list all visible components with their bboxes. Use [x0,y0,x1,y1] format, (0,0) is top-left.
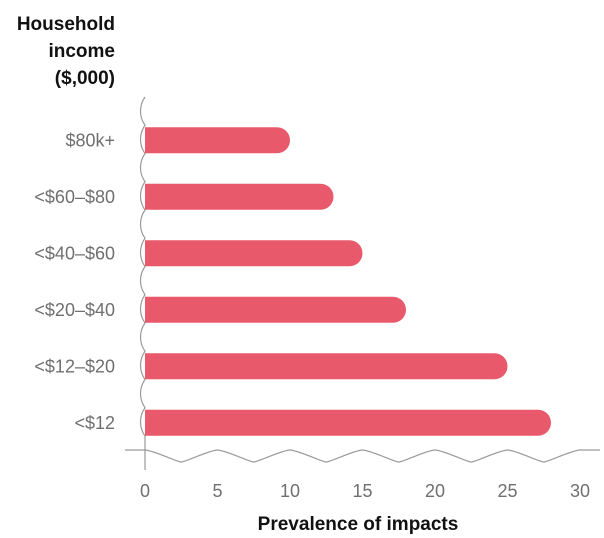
y-axis-title-line-2: income [48,41,115,62]
bar-left-cap [145,240,158,267]
bar [145,353,508,380]
bar-left-cap [145,353,158,380]
bar [145,183,334,210]
x-axis-line [125,449,600,463]
y-axis-line [139,96,146,470]
bar [145,127,290,154]
x-tick-label: 30 [570,481,590,501]
x-tick-label: 20 [425,481,445,501]
bar-left-cap [145,296,158,323]
category-label: <$40–$60 [34,243,115,263]
y-axis-title-line-3: ($,000) [55,68,115,89]
bars [145,127,551,436]
category-label: $80k+ [65,130,115,150]
x-axis-title: Prevalence of impacts [258,514,459,535]
bar-left-cap [145,409,158,436]
category-label: <$12–$20 [34,356,115,376]
category-labels: $80k+ <$60–$80 <$40–$60 <$20–$40 <$12–$20 <$1… [34,130,115,433]
bar [145,296,406,323]
bar-left-cap [145,127,158,154]
bar-left-cap [145,183,158,210]
x-axis [125,449,600,463]
category-label: <$20–$40 [34,300,115,320]
category-label: <$60–$80 [34,187,115,207]
category-label: <$12 [74,413,115,433]
y-axis-title: Household income ($,000) [17,14,115,89]
x-tick-label: 10 [280,481,300,501]
x-tick-label: 0 [140,481,150,501]
y-axis [139,96,146,470]
y-axis-title-line-1: Household [17,14,115,35]
x-tick-label: 5 [212,481,222,501]
bar [145,409,551,436]
x-tick-label: 15 [352,481,372,501]
x-tick-label: 25 [497,481,517,501]
x-tick-labels: 0 5 10 15 20 25 30 [140,481,590,501]
bar [145,240,363,267]
